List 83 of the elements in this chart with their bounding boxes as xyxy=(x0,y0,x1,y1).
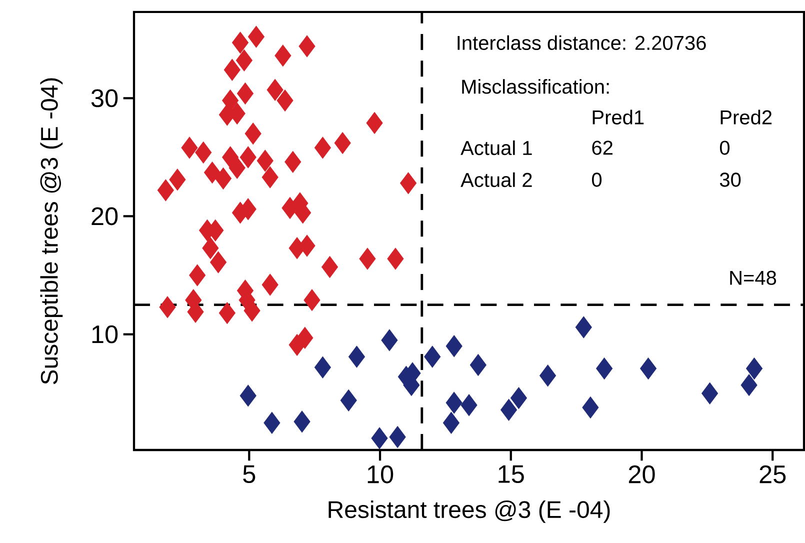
point xyxy=(387,248,404,270)
annotation: Misclassification: xyxy=(462,79,609,94)
point xyxy=(371,427,388,450)
point xyxy=(264,412,280,434)
annotation: 0 xyxy=(720,140,730,155)
point xyxy=(169,168,186,191)
point xyxy=(596,358,613,380)
point xyxy=(202,237,219,260)
point xyxy=(500,398,518,421)
point xyxy=(224,58,240,81)
point xyxy=(244,122,262,145)
point xyxy=(575,316,592,338)
x-tick-label: 15 xyxy=(498,465,524,484)
point xyxy=(204,162,221,184)
point xyxy=(314,136,331,159)
point xyxy=(640,358,657,380)
point xyxy=(210,251,227,274)
point xyxy=(359,248,376,270)
annotation: Pred2 xyxy=(720,110,772,124)
point xyxy=(389,426,406,448)
point xyxy=(348,346,365,368)
x-axis-title: Resistant trees @3 (E -04) xyxy=(328,500,610,523)
annotation: N=48 xyxy=(730,270,776,285)
point xyxy=(366,112,383,134)
point xyxy=(381,329,398,352)
point xyxy=(256,150,274,172)
point xyxy=(214,168,232,190)
point xyxy=(442,412,460,434)
x-tick-label: 10 xyxy=(368,465,394,484)
point xyxy=(236,82,254,104)
point xyxy=(157,179,174,202)
y-tick-label: 30 xyxy=(91,89,118,108)
point xyxy=(228,156,246,179)
point xyxy=(340,389,357,412)
point xyxy=(400,172,417,194)
point xyxy=(266,78,284,101)
point xyxy=(296,326,314,349)
point xyxy=(540,364,556,387)
point xyxy=(510,387,528,409)
x-tick-label: 5 xyxy=(243,465,256,484)
annotation: Actual 2 xyxy=(460,172,532,188)
point xyxy=(334,132,351,154)
point xyxy=(304,289,320,311)
point xyxy=(159,296,176,318)
point xyxy=(582,396,599,418)
point xyxy=(314,356,331,378)
point xyxy=(181,136,198,159)
x-tick-label: 25 xyxy=(760,465,786,484)
point xyxy=(262,166,278,188)
x-tick-label: 20 xyxy=(628,465,655,484)
point xyxy=(236,49,252,72)
y-tick-label: 20 xyxy=(92,207,118,226)
point xyxy=(446,335,462,358)
y-axis-title: Susceptible trees @3 (E -04) xyxy=(40,78,63,384)
point xyxy=(446,392,462,414)
point xyxy=(424,346,441,368)
annotation: 62 xyxy=(592,140,612,155)
point xyxy=(298,35,316,58)
point xyxy=(240,146,256,168)
point xyxy=(218,302,236,324)
point xyxy=(294,410,310,433)
point xyxy=(740,374,758,396)
annotation: Actual 1 xyxy=(460,140,532,156)
point xyxy=(284,150,302,173)
point xyxy=(195,142,212,164)
point xyxy=(248,26,264,48)
annotation: 30 xyxy=(720,172,741,187)
point xyxy=(470,354,486,376)
point xyxy=(274,44,292,67)
point xyxy=(222,90,239,112)
point xyxy=(460,394,478,416)
annotation: Interclass distance: 2.20736 xyxy=(458,35,706,50)
point xyxy=(262,274,278,296)
annotation: 0 xyxy=(592,172,602,187)
y-tick-label: 10 xyxy=(92,325,118,344)
annotation: Pred1 xyxy=(592,110,644,124)
point xyxy=(240,384,256,407)
point xyxy=(232,32,249,54)
point xyxy=(702,382,718,404)
point xyxy=(189,264,206,286)
point xyxy=(746,358,763,380)
point xyxy=(276,90,294,112)
point xyxy=(322,256,338,278)
